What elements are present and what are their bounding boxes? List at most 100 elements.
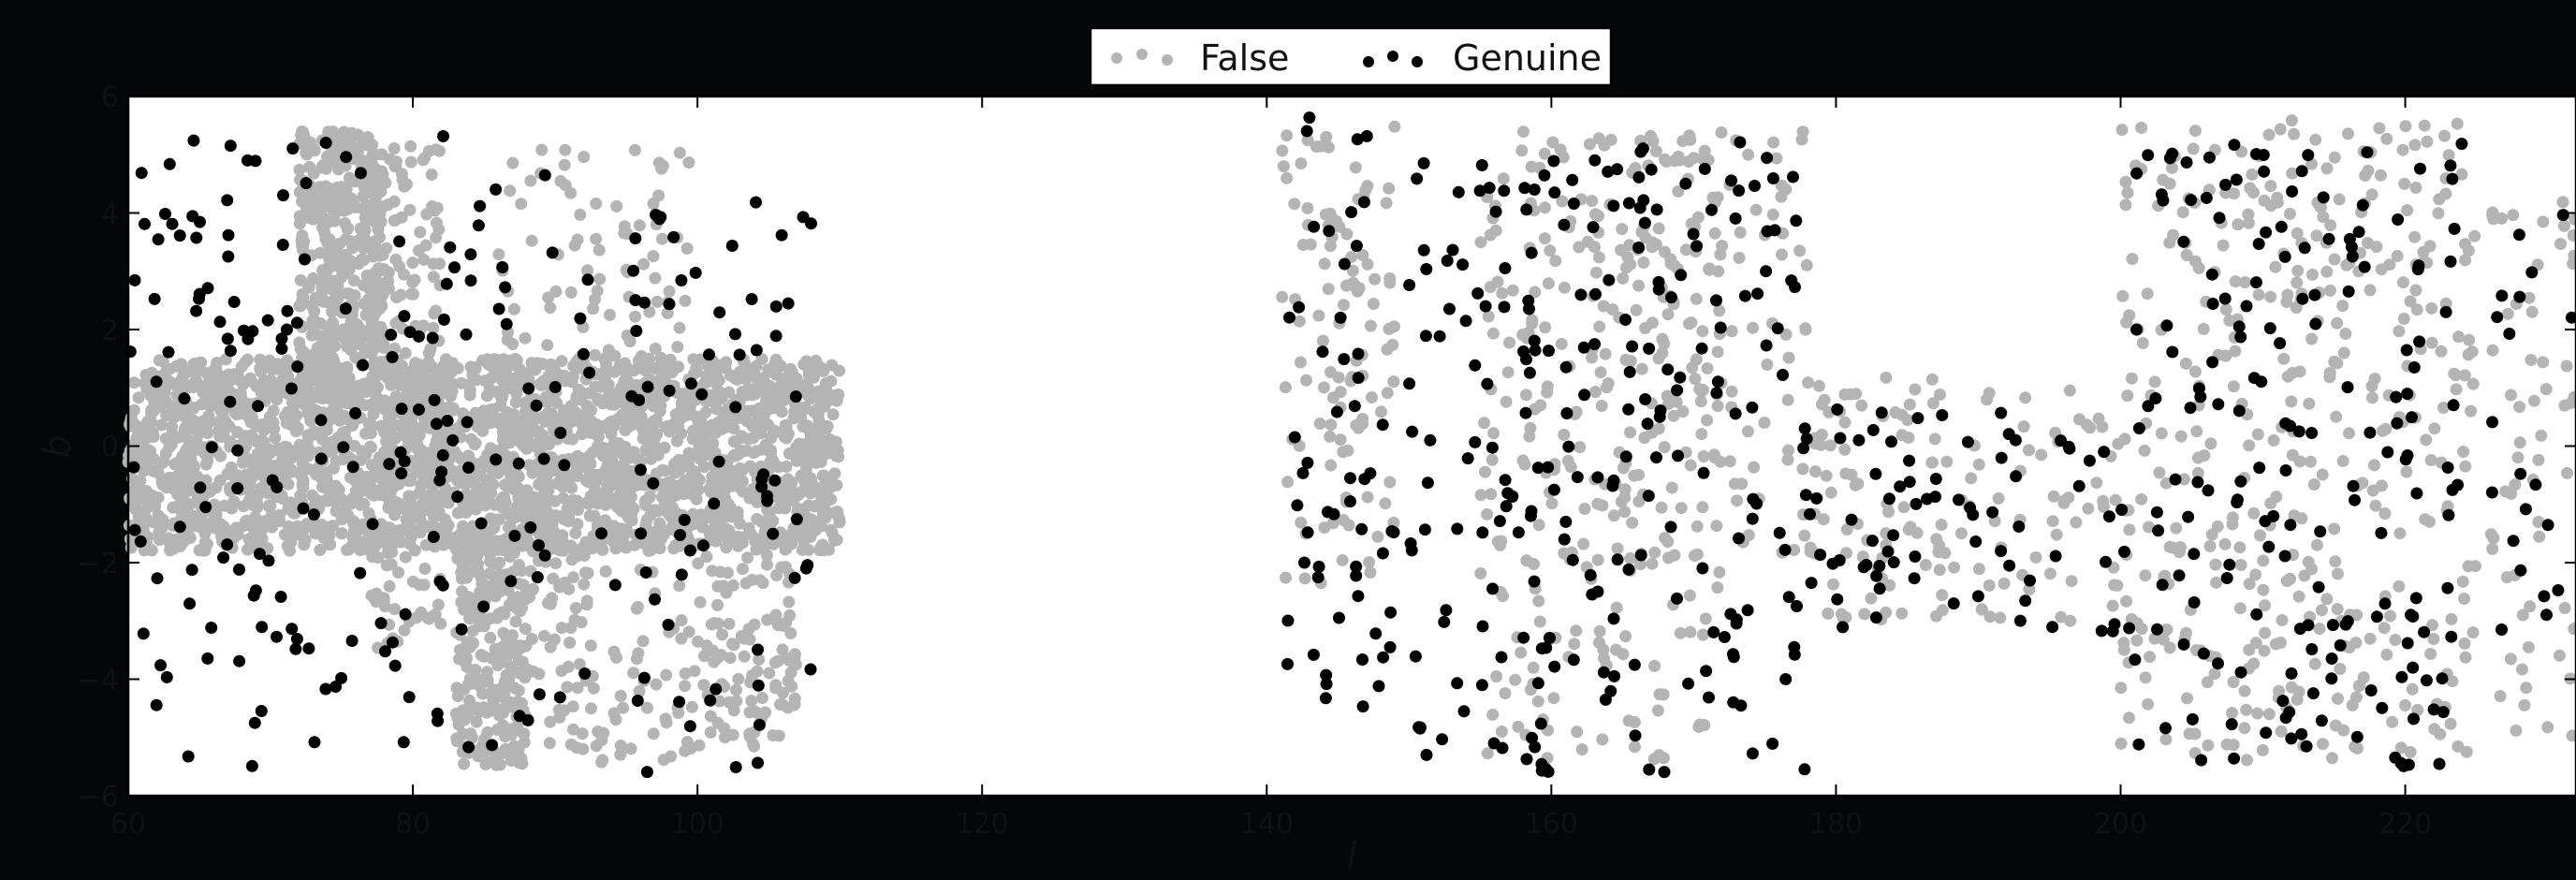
data-point	[286, 142, 300, 155]
data-point	[805, 386, 818, 399]
data-point	[1602, 377, 1615, 389]
data-point	[291, 360, 304, 374]
data-point	[2331, 603, 2344, 616]
data-point	[477, 404, 490, 418]
data-point	[1798, 529, 1811, 542]
data-point	[2118, 433, 2131, 446]
data-point	[229, 521, 242, 535]
data-point	[2119, 198, 2132, 212]
data-point	[2365, 379, 2378, 392]
data-point	[2291, 264, 2305, 277]
data-point	[1474, 236, 1487, 249]
data-point	[346, 419, 359, 432]
data-point	[451, 491, 464, 504]
data-point	[1693, 718, 1706, 731]
data-point	[2293, 365, 2306, 378]
data-point	[2421, 135, 2434, 148]
data-point	[769, 679, 783, 692]
data-point	[2242, 216, 2255, 229]
data-point	[187, 134, 200, 147]
data-point	[704, 710, 717, 723]
data-point	[315, 414, 328, 427]
data-point	[231, 482, 244, 495]
data-point	[340, 151, 353, 164]
data-point	[2280, 296, 2293, 308]
data-point	[526, 466, 539, 479]
data-point	[685, 469, 698, 482]
data-point	[252, 400, 265, 413]
data-point	[2202, 739, 2215, 752]
data-point	[1975, 603, 1988, 616]
data-point	[525, 234, 538, 247]
data-point	[710, 682, 723, 696]
data-point	[539, 497, 552, 510]
data-point	[1696, 501, 1709, 514]
data-point	[366, 315, 379, 328]
data-point	[1318, 521, 1331, 535]
data-point	[2023, 583, 2036, 595]
data-point	[1822, 607, 1835, 620]
data-point	[2393, 325, 2406, 338]
data-point	[2275, 725, 2288, 738]
data-point	[713, 306, 726, 319]
data-point	[1568, 638, 1581, 651]
data-point	[593, 243, 606, 257]
data-point	[1519, 389, 1532, 402]
data-point	[2487, 532, 2500, 545]
data-point	[126, 495, 139, 508]
data-point	[1749, 203, 1763, 216]
data-point	[479, 460, 492, 473]
data-point	[1276, 144, 1289, 157]
data-point	[519, 623, 532, 636]
data-point	[1658, 441, 1671, 453]
data-point	[558, 470, 571, 483]
data-point	[442, 496, 455, 509]
data-point	[1711, 400, 1724, 413]
data-point	[1919, 559, 1932, 571]
data-point	[1708, 227, 1721, 240]
data-point	[602, 344, 615, 357]
data-point	[2065, 575, 2078, 588]
data-point	[1817, 513, 1830, 526]
data-point	[2080, 418, 2093, 432]
data-point	[379, 645, 391, 658]
data-point	[2141, 287, 2154, 301]
data-point	[1965, 472, 1978, 485]
data-point	[749, 388, 762, 401]
data-point	[496, 683, 509, 696]
data-point	[467, 538, 480, 551]
data-point	[2035, 448, 2048, 462]
false-points	[122, 114, 2576, 771]
data-point	[196, 398, 209, 411]
data-point	[466, 565, 479, 579]
data-point	[2406, 682, 2419, 696]
data-point	[618, 496, 631, 509]
data-point	[403, 203, 417, 216]
data-point	[713, 695, 726, 708]
data-point	[1591, 553, 1604, 566]
data-point	[2513, 401, 2525, 414]
data-point	[1575, 743, 1588, 755]
data-point	[641, 380, 654, 393]
data-point	[609, 542, 622, 555]
data-point	[1515, 646, 1528, 659]
data-point	[156, 355, 169, 368]
data-point	[1570, 624, 1583, 638]
data-point	[587, 302, 600, 315]
data-point	[293, 163, 306, 176]
data-point	[723, 386, 736, 399]
data-point	[506, 638, 520, 651]
data-point	[2328, 355, 2341, 368]
data-point	[760, 538, 773, 551]
data-point	[590, 198, 603, 210]
data-point	[2257, 583, 2270, 596]
data-point	[2446, 675, 2459, 688]
data-point	[630, 653, 643, 666]
data-point	[395, 403, 408, 416]
data-point	[368, 245, 380, 258]
data-point	[730, 683, 742, 697]
data-point	[1557, 151, 1570, 164]
data-point	[1539, 201, 1551, 214]
data-point	[647, 727, 660, 741]
data-point	[682, 156, 695, 169]
